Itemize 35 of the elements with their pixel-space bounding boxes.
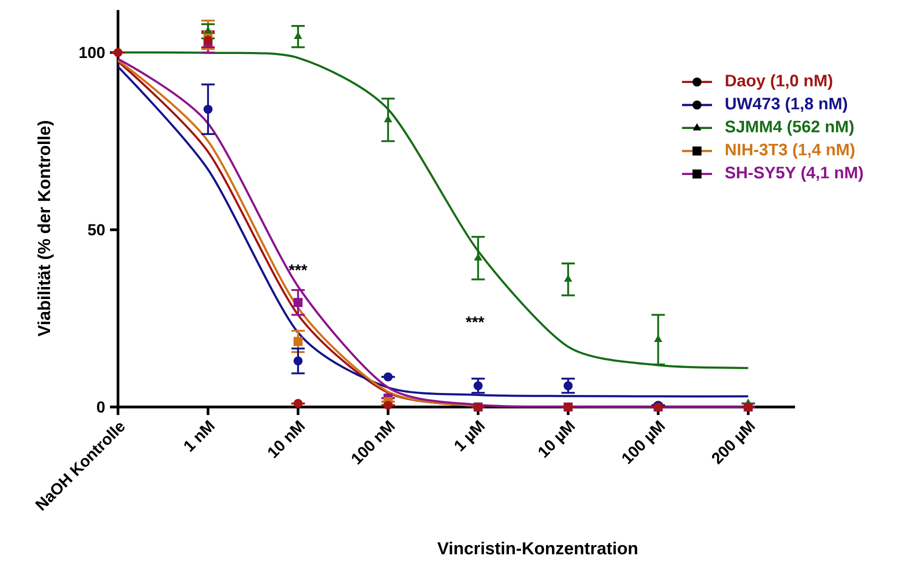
x-axis-title: Vincristin-Konzentration	[437, 542, 638, 554]
point	[203, 104, 213, 114]
legend-label: SJMM4 (562 nM)	[725, 120, 854, 136]
annotation: ***	[288, 264, 308, 270]
legend-label: UW473 (1,8 nM)	[726, 97, 848, 113]
legend-label: SH-SY5Y (4,1 nM)	[725, 166, 863, 182]
x-tick-label: 1 µM	[454, 420, 486, 452]
point	[474, 254, 482, 261]
point	[294, 398, 303, 408]
point	[564, 381, 573, 390]
point	[294, 298, 303, 307]
annotation: ***	[466, 316, 484, 322]
x-tick-label: 1 nM	[184, 420, 216, 452]
point	[204, 26, 212, 34]
point	[474, 381, 483, 390]
x-tick-label: 100 µM	[622, 420, 666, 464]
legend-label: NIH-3T3 (1,4 nM)	[726, 143, 854, 159]
point	[294, 356, 303, 366]
point	[384, 372, 393, 382]
x-tick-label: 10 µM	[538, 420, 576, 458]
x-tick-label: 200 µM	[712, 420, 756, 465]
legend-label: Daoy (1,0 nM)	[726, 74, 832, 90]
y-tick-label: 100	[80, 46, 105, 58]
x-tick-label: 100 nM	[352, 420, 396, 465]
y-axis-title: Viabilität (% der Kontrolle)	[37, 121, 54, 336]
y-tick-label: 0	[97, 401, 105, 413]
y-tick-label: 50	[88, 224, 105, 236]
x-tick-label: 10 nM	[268, 420, 306, 458]
point	[384, 400, 393, 410]
point	[564, 274, 572, 282]
point	[654, 335, 662, 342]
point	[294, 336, 303, 346]
point	[294, 32, 302, 39]
point	[113, 48, 123, 58]
point	[384, 115, 392, 122]
